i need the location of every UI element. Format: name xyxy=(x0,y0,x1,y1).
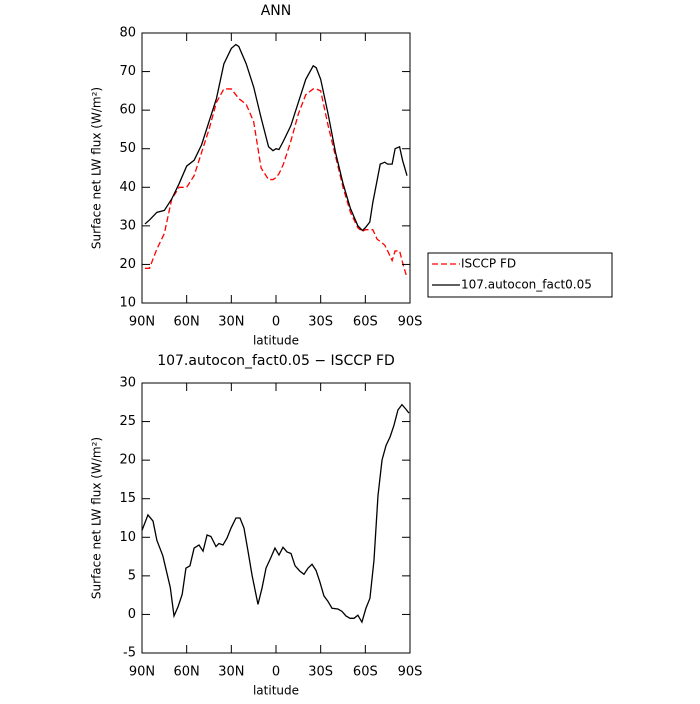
x-tick-label: 60N xyxy=(174,315,200,330)
x-axis-label: latitude xyxy=(253,334,299,348)
chart-title: 107.autocon_fact0.05 − ISCCP FD xyxy=(157,353,395,369)
plot-frame xyxy=(141,382,411,654)
x-tick-label: 90S xyxy=(398,665,423,680)
y-tick-label: 25 xyxy=(119,414,136,429)
y-tick-label: 50 xyxy=(119,141,136,156)
x-tick-label: 90N xyxy=(129,665,155,680)
x-axis-label: latitude xyxy=(253,684,299,698)
y-tick-label: 60 xyxy=(119,103,136,118)
y-tick-label: 70 xyxy=(119,64,136,79)
y-tick-label: 80 xyxy=(119,26,136,41)
y-axis-label: Surface net LW flux (W/m²) xyxy=(90,87,104,249)
x-tick-label: 30S xyxy=(308,315,333,330)
x-tick-label: 30N xyxy=(218,315,244,330)
x-tick-label: 30N xyxy=(218,665,244,680)
x-tick-label: 0 xyxy=(272,315,280,330)
y-tick-label: 0 xyxy=(128,607,136,622)
x-tick-label: 60S xyxy=(353,315,378,330)
y-tick-label: 30 xyxy=(119,376,136,391)
y-tick-label: 30 xyxy=(119,218,136,233)
data-line xyxy=(144,43,408,232)
y-tick-label: 5 xyxy=(128,568,136,583)
plot-frame xyxy=(141,32,411,304)
chart-title: ANN xyxy=(261,3,292,19)
x-tick-label: 90S xyxy=(398,315,423,330)
y-tick-label: -5 xyxy=(123,646,136,661)
x-tick-label: 0 xyxy=(272,665,280,680)
y-tick-label: 15 xyxy=(119,491,136,506)
data-line xyxy=(141,403,410,624)
y-tick-label: 20 xyxy=(119,453,136,468)
x-tick-label: 60S xyxy=(353,665,378,680)
legend-label: ISCCP FD xyxy=(461,257,516,271)
y-tick-label: 40 xyxy=(119,180,136,195)
x-tick-label: 60N xyxy=(174,665,200,680)
data-line xyxy=(144,88,408,279)
y-tick-label: 10 xyxy=(119,296,136,311)
x-tick-label: 90N xyxy=(129,315,155,330)
y-tick-label: 20 xyxy=(119,257,136,272)
x-tick-label: 30S xyxy=(308,665,333,680)
legend-label: 107.autocon_fact0.05 xyxy=(461,278,592,292)
y-tick-label: 10 xyxy=(119,530,136,545)
y-axis-label: Surface net LW flux (W/m²) xyxy=(90,437,104,599)
legend-box xyxy=(427,252,613,298)
